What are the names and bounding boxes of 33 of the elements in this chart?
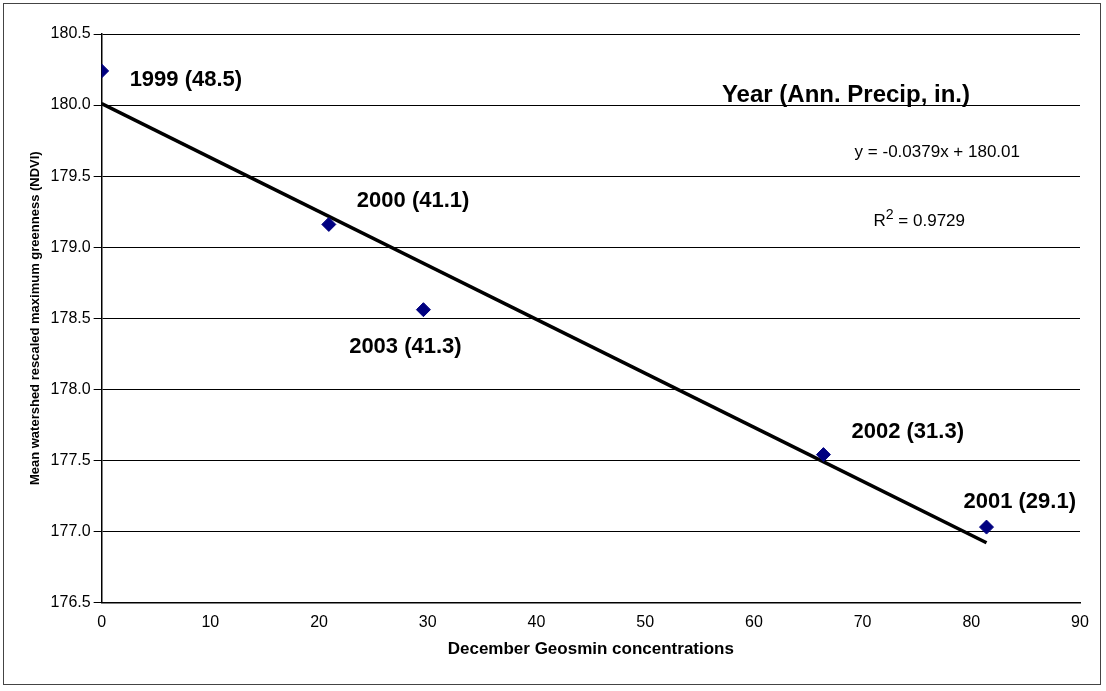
annotation: 2002 (31.3) xyxy=(851,417,964,443)
x-tick-label: 80 xyxy=(962,613,981,631)
y-tick-label: 180.5 xyxy=(50,24,91,42)
x-tick-label: 50 xyxy=(636,613,655,631)
y-tick-label: 179.0 xyxy=(50,237,91,255)
annotation: 2000 (41.1) xyxy=(356,187,470,213)
y-tick-label: 177.5 xyxy=(50,450,91,468)
x-tick-label: 60 xyxy=(744,613,763,631)
x-tick-label: 20 xyxy=(310,613,329,631)
point xyxy=(415,302,431,318)
y-tick-label: 178.5 xyxy=(50,308,91,326)
point xyxy=(321,216,337,232)
y-tick-label: 178.0 xyxy=(50,379,91,397)
x-tick-label: 10 xyxy=(201,613,220,631)
annotation: 1999 (48.5) xyxy=(129,66,243,92)
y-tick-label: 176.5 xyxy=(50,592,91,610)
y-tick-label: 180.0 xyxy=(50,95,91,113)
annotation: y = -0.0379x + 180.01 xyxy=(854,142,1020,162)
x-axis-title: December Geosmin concentrations xyxy=(447,639,734,659)
y-axis-title: Mean watershed rescaled maximum greenness (NDVI) xyxy=(27,151,43,486)
y-tick-label: 177.0 xyxy=(50,521,91,539)
annotation: R$^{2}$ = 0.9729 xyxy=(873,206,965,231)
annotation: 2001 (29.1) xyxy=(963,488,1076,514)
point xyxy=(979,519,995,535)
x-tick-label: 30 xyxy=(418,613,437,631)
x-tick-label: 90 xyxy=(1071,613,1089,631)
point xyxy=(815,447,831,463)
x-tick-label: 70 xyxy=(853,613,872,631)
x-tick-label: 0 xyxy=(97,613,107,631)
x-tick-label: 40 xyxy=(527,613,546,631)
annotation: Year (Ann. Precip, in.) xyxy=(721,80,970,108)
y-tick-label: 179.5 xyxy=(50,166,91,184)
annotation: 2003 (41.3) xyxy=(349,332,462,358)
